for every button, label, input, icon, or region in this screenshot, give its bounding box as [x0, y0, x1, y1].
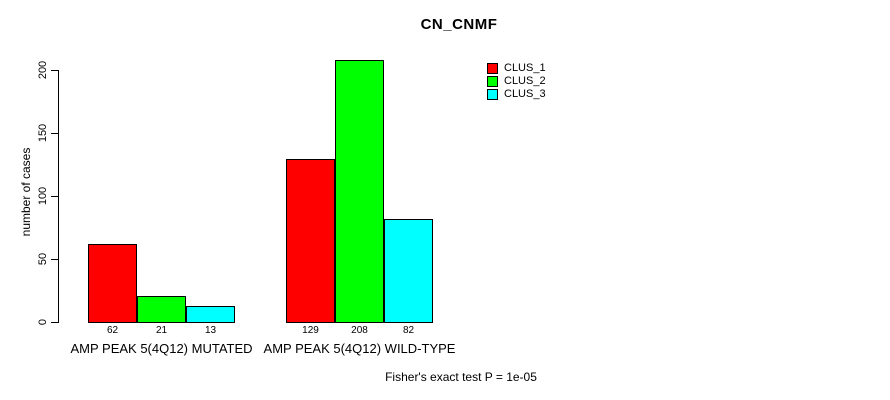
- bar-clus_2-group2: [335, 60, 384, 323]
- y-tick-label: 50: [37, 252, 49, 266]
- legend-item-clus_1: CLUS_1: [487, 62, 546, 75]
- fisher-test-annotation: Fisher's exact test P = 1e-05: [385, 370, 537, 384]
- y-axis-line: [58, 70, 59, 323]
- x-category-label: AMP PEAK 5(4Q12) WILD-TYPE: [263, 341, 456, 356]
- bar-value-label: 129: [302, 325, 319, 336]
- bar-value-label: 21: [155, 325, 168, 336]
- bar-value-label: 62: [106, 325, 119, 336]
- legend-swatch: [487, 89, 498, 100]
- bar-clus_3-group2: [384, 219, 433, 323]
- bar-value-label: 82: [402, 325, 415, 336]
- legend-swatch: [487, 76, 498, 87]
- legend-label: CLUS_1: [504, 62, 546, 74]
- bar-value-label: 208: [351, 325, 368, 336]
- y-tick-mark: [51, 322, 58, 323]
- y-tick-mark: [51, 196, 58, 197]
- bar-clus_1-group1: [88, 244, 137, 323]
- x-category-label: AMP PEAK 5(4Q12) MUTATED: [70, 341, 253, 356]
- y-tick-label: 100: [37, 186, 49, 206]
- y-tick-mark: [51, 259, 58, 260]
- legend: CLUS_1 CLUS_2 CLUS_3: [487, 62, 546, 101]
- y-tick-label: 0: [37, 318, 49, 326]
- bar-clus_2-group1: [137, 296, 186, 323]
- bar-clus_3-group1: [186, 306, 235, 323]
- legend-item-clus_3: CLUS_3: [487, 88, 546, 101]
- legend-label: CLUS_2: [504, 75, 546, 87]
- y-axis-label: number of cases: [19, 147, 33, 237]
- legend-swatch: [487, 63, 498, 74]
- y-tick-mark: [51, 70, 58, 71]
- y-tick-label: 200: [37, 60, 49, 80]
- legend-label: CLUS_3: [504, 88, 546, 100]
- y-tick-mark: [51, 133, 58, 134]
- bar-clus_1-group2: [286, 159, 335, 323]
- chart-title: CN_CNMF: [420, 16, 498, 33]
- legend-item-clus_2: CLUS_2: [487, 75, 546, 88]
- bar-value-label: 13: [204, 325, 217, 336]
- y-tick-label: 150: [37, 123, 49, 143]
